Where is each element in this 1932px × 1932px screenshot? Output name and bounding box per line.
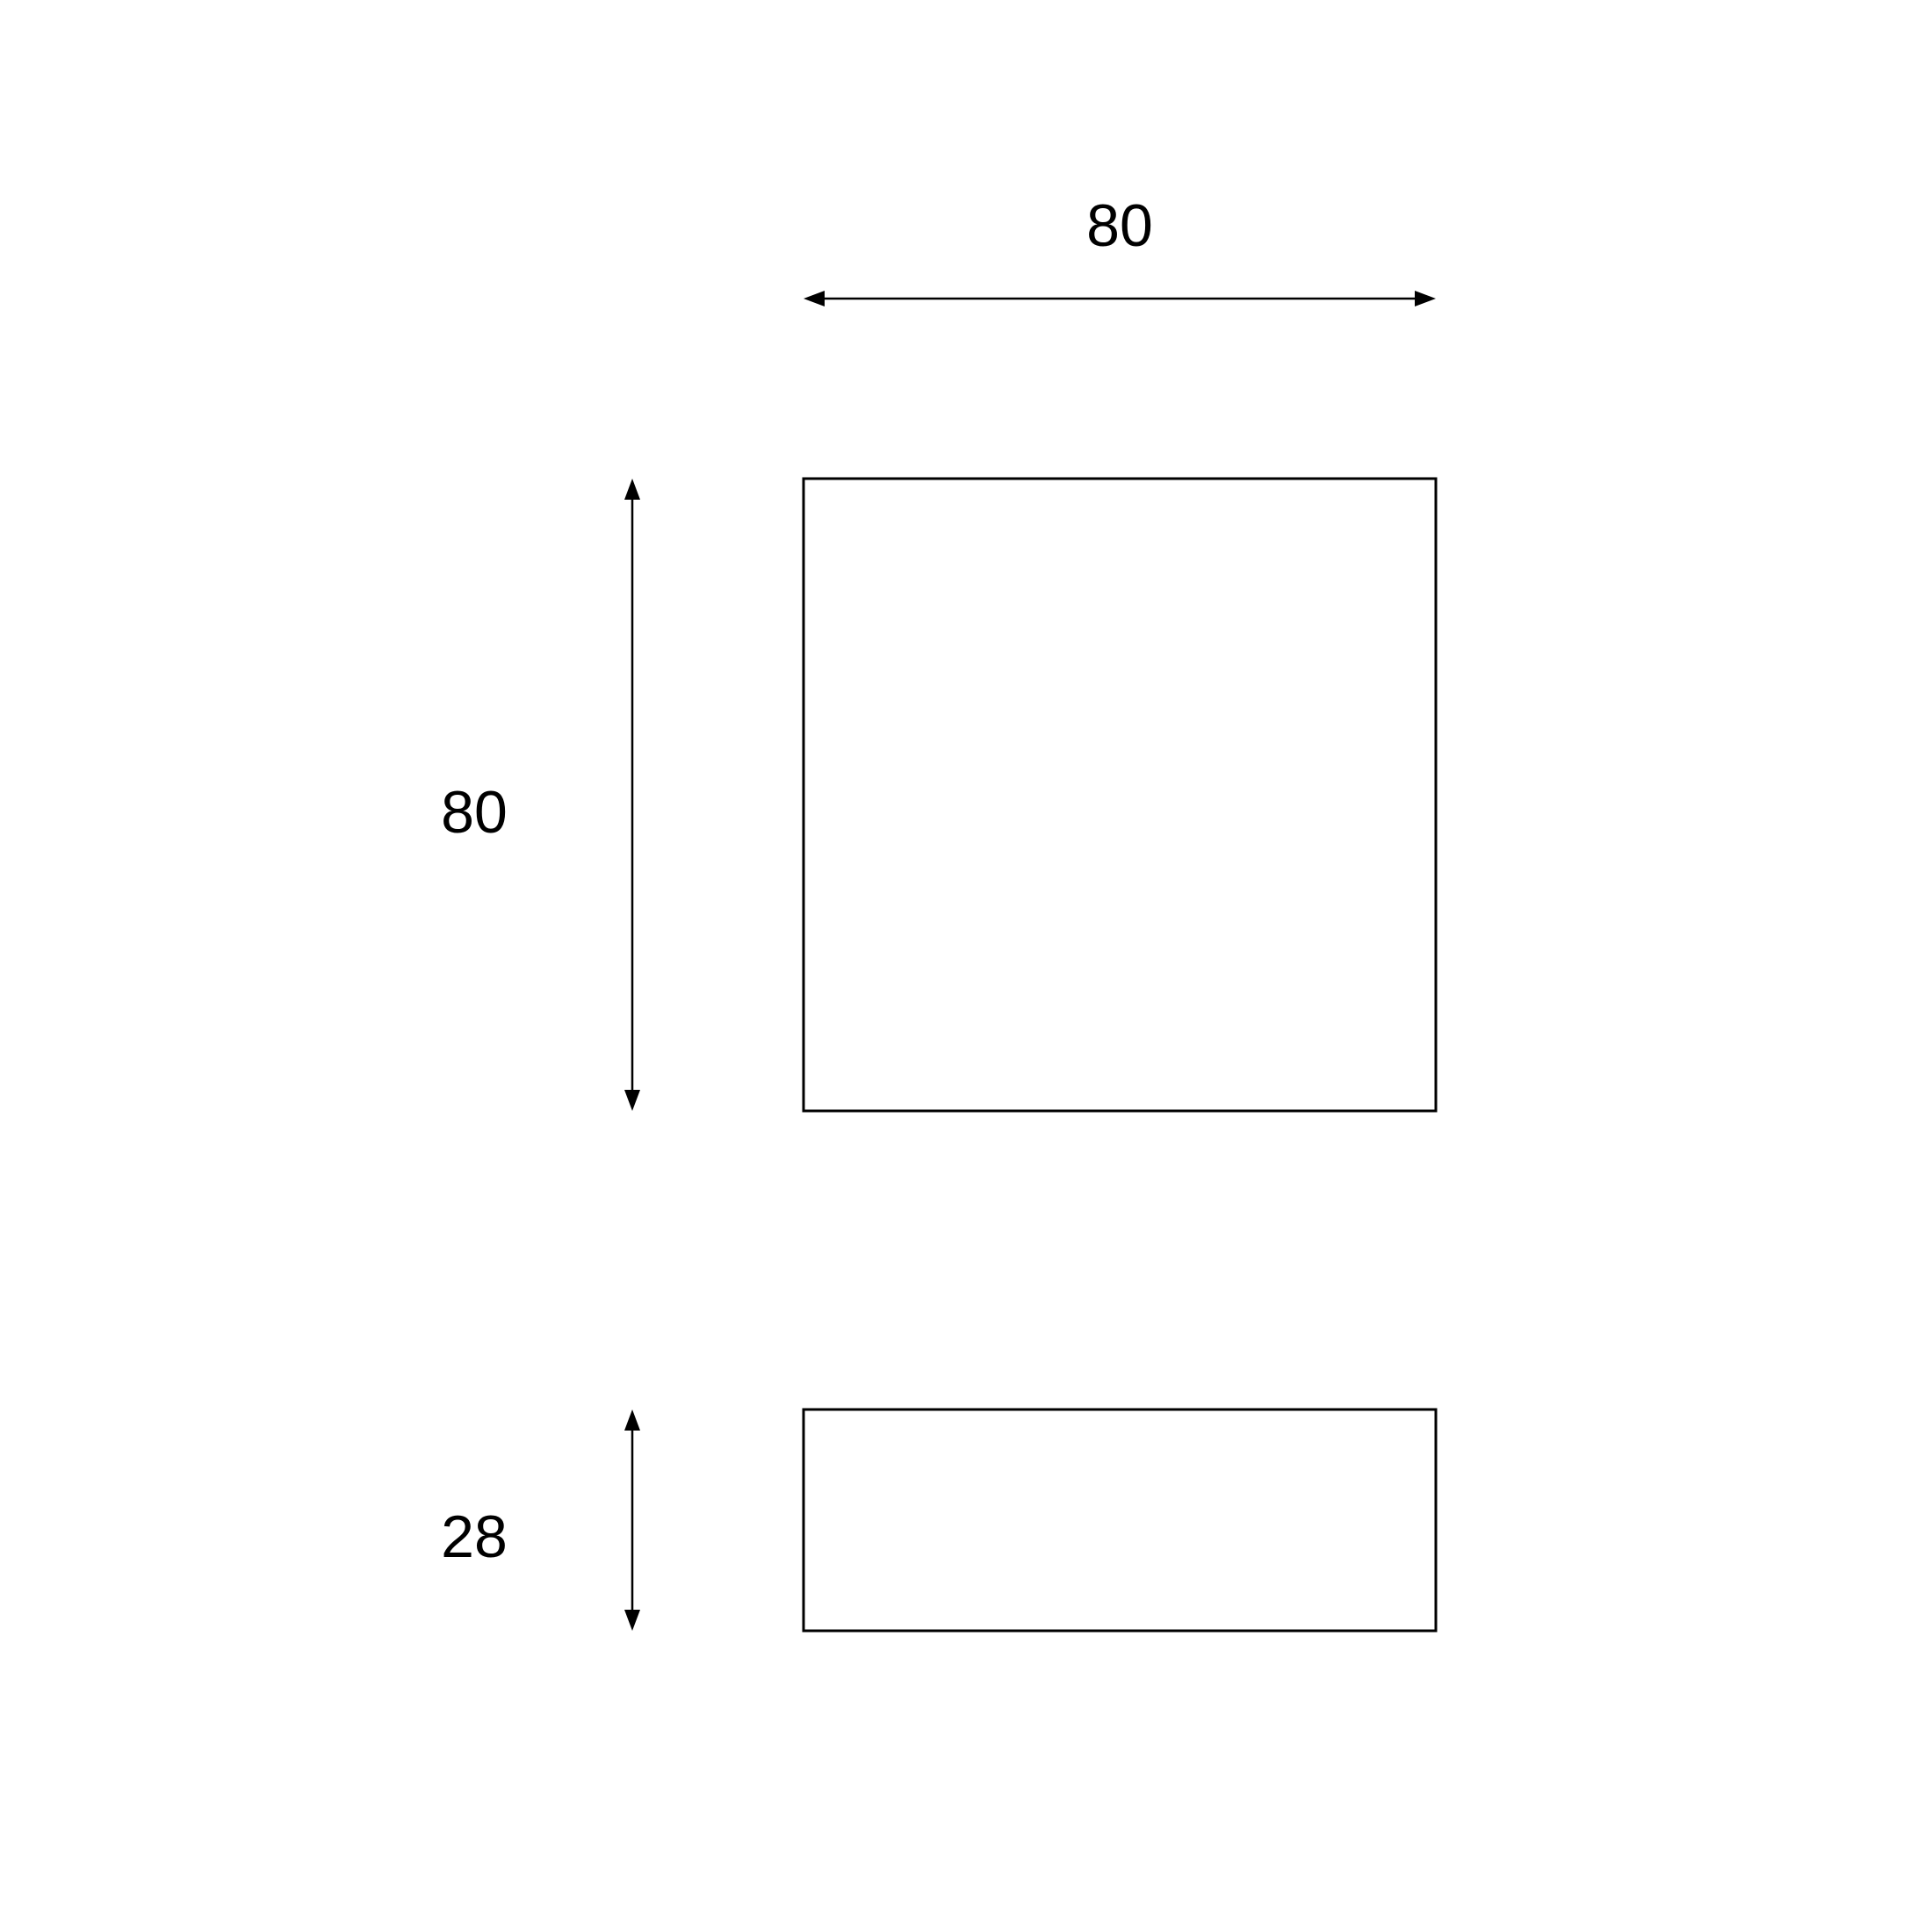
- side-view-rect: [804, 1409, 1436, 1631]
- dimension-depth: [624, 1409, 640, 1631]
- dimension-height-left-label: 80: [441, 779, 508, 846]
- dimension-height-left: [624, 479, 640, 1111]
- dimension-width-top: [804, 291, 1436, 306]
- dimension-diagram: 80 80 28: [0, 0, 1932, 1932]
- dimension-depth-label: 28: [441, 1503, 508, 1570]
- dimension-width-top-label: 80: [1086, 192, 1153, 259]
- front-view-square: [804, 479, 1436, 1111]
